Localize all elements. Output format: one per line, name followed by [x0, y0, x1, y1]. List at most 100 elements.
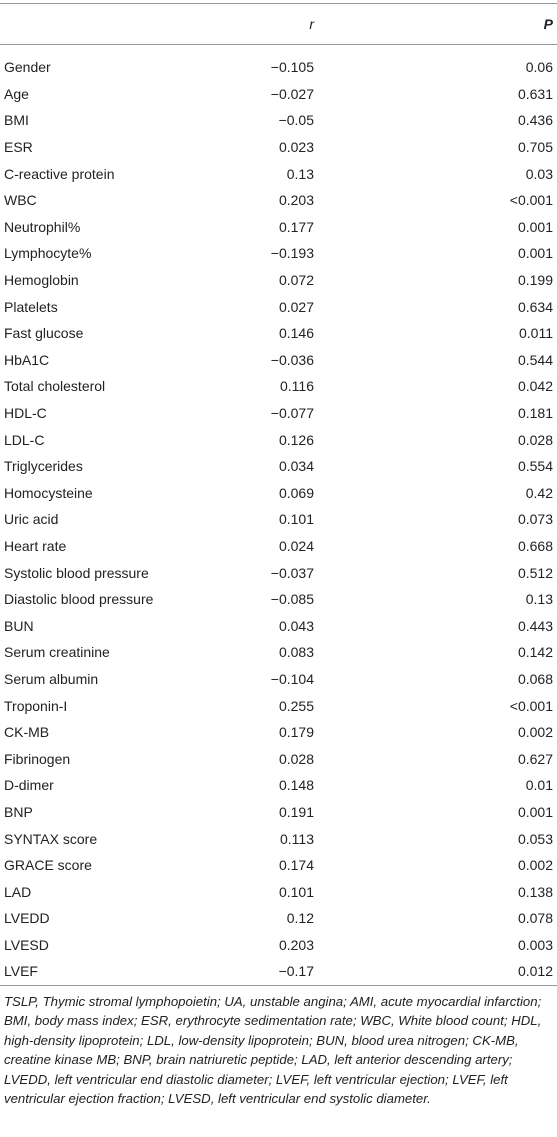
- p-value: 0.668: [517, 537, 553, 554]
- row-label: Serum albumin: [4, 670, 99, 687]
- table-body: Gender −0.105 0.06 Age −0.027 0.631 BMI −0.05 0.…: [0, 45, 557, 986]
- p-value: 0.06: [525, 59, 553, 76]
- row-label: Uric acid: [4, 511, 59, 528]
- r-value: −0.036: [270, 351, 314, 368]
- p-value: 0.544: [517, 351, 553, 368]
- row-label: Troponin-I: [4, 697, 68, 714]
- header-r: r: [309, 16, 314, 32]
- table-row: LDL-C 0.126 0.028: [0, 426, 557, 453]
- row-label: Homocysteine: [4, 484, 93, 501]
- table-row: HbA1C −0.036 0.544: [0, 347, 557, 374]
- p-value: 0.631: [517, 85, 553, 102]
- row-label: CK-MB: [4, 724, 50, 741]
- r-value: 0.023: [278, 139, 314, 156]
- row-label: D-dimer: [4, 777, 54, 794]
- table-row: ESR 0.023 0.705: [0, 134, 557, 161]
- r-value: 0.116: [280, 378, 314, 395]
- table-row: LVEF −0.17 0.012: [0, 958, 557, 985]
- r-value: 0.043: [278, 617, 314, 634]
- table-row: Fibrinogen 0.028 0.627: [0, 745, 557, 772]
- table-row: Troponin-I 0.255 <0.001: [0, 692, 557, 719]
- r-value: 0.072: [278, 272, 314, 289]
- r-value: 0.126: [278, 431, 314, 448]
- table-row: LAD 0.101 0.138: [0, 878, 557, 905]
- row-label: Serum creatinine: [4, 644, 110, 661]
- table-row: BMI −0.05 0.436: [0, 107, 557, 134]
- row-label: Fast glucose: [4, 325, 84, 342]
- r-value: 0.177: [278, 218, 314, 235]
- p-value: 0.634: [517, 298, 553, 315]
- table-row: Gender −0.105 0.06: [0, 54, 557, 81]
- row-label: BMI: [4, 112, 29, 129]
- row-label: Diastolic blood pressure: [4, 591, 154, 608]
- p-value: 0.078: [517, 910, 553, 927]
- row-label: Triglycerides: [4, 458, 83, 475]
- p-value: 0.13: [525, 591, 553, 608]
- r-value: 0.028: [278, 750, 314, 767]
- p-value: 0.627: [517, 750, 553, 767]
- p-value: <0.001: [509, 697, 553, 714]
- table-row: Diastolic blood pressure −0.085 0.13: [0, 586, 557, 613]
- r-value: 0.069: [278, 484, 314, 501]
- r-value: 0.034: [278, 458, 314, 475]
- p-value: 0.042: [517, 378, 553, 395]
- table-row: Serum creatinine 0.083 0.142: [0, 639, 557, 666]
- p-value: 0.073: [517, 511, 553, 528]
- row-label: HDL-C: [4, 405, 47, 422]
- r-value: 0.255: [278, 697, 314, 714]
- table-row: Fast glucose 0.146 0.011: [0, 320, 557, 347]
- row-label: LDL-C: [4, 431, 45, 448]
- r-value: −0.05: [278, 112, 314, 129]
- row-label: Gender: [4, 59, 51, 76]
- row-label: Neutrophil%: [4, 218, 81, 235]
- table-row: WBC 0.203 <0.001: [0, 187, 557, 214]
- table-row: HDL-C −0.077 0.181: [0, 400, 557, 427]
- r-value: 0.203: [278, 192, 314, 209]
- row-label: Hemoglobin: [4, 272, 79, 289]
- table-row: Homocysteine 0.069 0.42: [0, 480, 557, 507]
- r-value: −0.077: [270, 405, 314, 422]
- table-row: Total cholesterol 0.116 0.042: [0, 373, 557, 400]
- p-value: 0.42: [525, 484, 553, 501]
- row-label: Platelets: [4, 298, 58, 315]
- r-value: −0.037: [270, 564, 314, 581]
- row-label: Lymphocyte%: [4, 245, 92, 262]
- p-value: 0.142: [517, 644, 553, 661]
- p-value: 0.003: [517, 936, 553, 953]
- table-row: Platelets 0.027 0.634: [0, 293, 557, 320]
- r-value: 0.179: [278, 724, 314, 741]
- r-value: 0.13: [286, 165, 314, 182]
- r-value: 0.148: [278, 777, 314, 794]
- row-label: ESR: [4, 139, 33, 156]
- p-value: 0.443: [517, 617, 553, 634]
- r-value: 0.191: [278, 803, 314, 820]
- p-value: 0.03: [525, 165, 553, 182]
- row-label: SYNTAX score: [4, 830, 98, 847]
- row-label: LAD: [4, 883, 32, 900]
- r-value: 0.113: [280, 830, 314, 847]
- p-value: <0.001: [509, 192, 553, 209]
- table-row: Hemoglobin 0.072 0.199: [0, 267, 557, 294]
- p-value: 0.012: [517, 963, 553, 980]
- p-value: 0.512: [517, 564, 553, 581]
- p-value: 0.002: [517, 857, 553, 874]
- p-value: 0.002: [517, 724, 553, 741]
- table-row: Systolic blood pressure −0.037 0.512: [0, 559, 557, 586]
- page: r P Gender −0.105 0.06 Age −0.027 0.631 BMI −0.…: [0, 3, 557, 1137]
- r-value: −0.105: [270, 59, 314, 76]
- p-value: 0.068: [517, 670, 553, 687]
- row-label: BNP: [4, 803, 33, 820]
- table-row: SYNTAX score 0.113 0.053: [0, 825, 557, 852]
- p-value: 0.199: [517, 272, 553, 289]
- p-value: 0.138: [517, 883, 553, 900]
- r-value: −0.085: [270, 591, 314, 608]
- r-value: 0.174: [278, 857, 314, 874]
- p-value: 0.001: [517, 245, 553, 262]
- r-value: 0.101: [278, 883, 314, 900]
- row-label: Total cholesterol: [4, 378, 106, 395]
- r-value: 0.024: [278, 537, 314, 554]
- r-value: 0.101: [278, 511, 314, 528]
- table-row: Neutrophil% 0.177 0.001: [0, 214, 557, 241]
- r-value: −0.027: [270, 85, 314, 102]
- row-label: Systolic blood pressure: [4, 564, 149, 581]
